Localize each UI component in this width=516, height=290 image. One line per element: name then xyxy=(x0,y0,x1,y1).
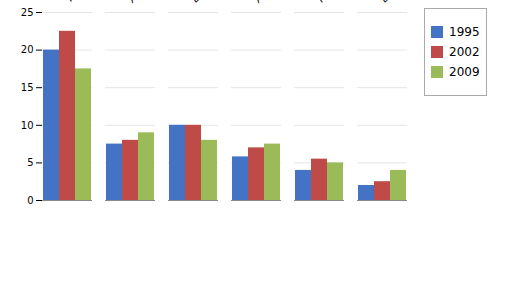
svg-text:Textile: Textile xyxy=(63,0,94,4)
svg-text:10: 10 xyxy=(21,120,34,131)
svg-text:Equipements: Equipements xyxy=(378,0,420,4)
html-text:2009: 2009 xyxy=(449,65,480,79)
svg-text:Agricole: Agricole xyxy=(126,0,163,5)
svg-text:25: 25 xyxy=(21,7,34,18)
svg-text:15: 15 xyxy=(21,82,34,93)
svg-text:Produits métall: Produits métall xyxy=(315,0,376,4)
html-text:1995: 1995 xyxy=(449,25,480,39)
svg-text:20: 20 xyxy=(21,44,34,55)
svg-text:0: 0 xyxy=(27,195,33,206)
svg-text:Autres manuf: Autres manuf xyxy=(252,0,309,5)
svg-text:5: 5 xyxy=(27,157,33,168)
html-text:2002: 2002 xyxy=(449,45,480,59)
